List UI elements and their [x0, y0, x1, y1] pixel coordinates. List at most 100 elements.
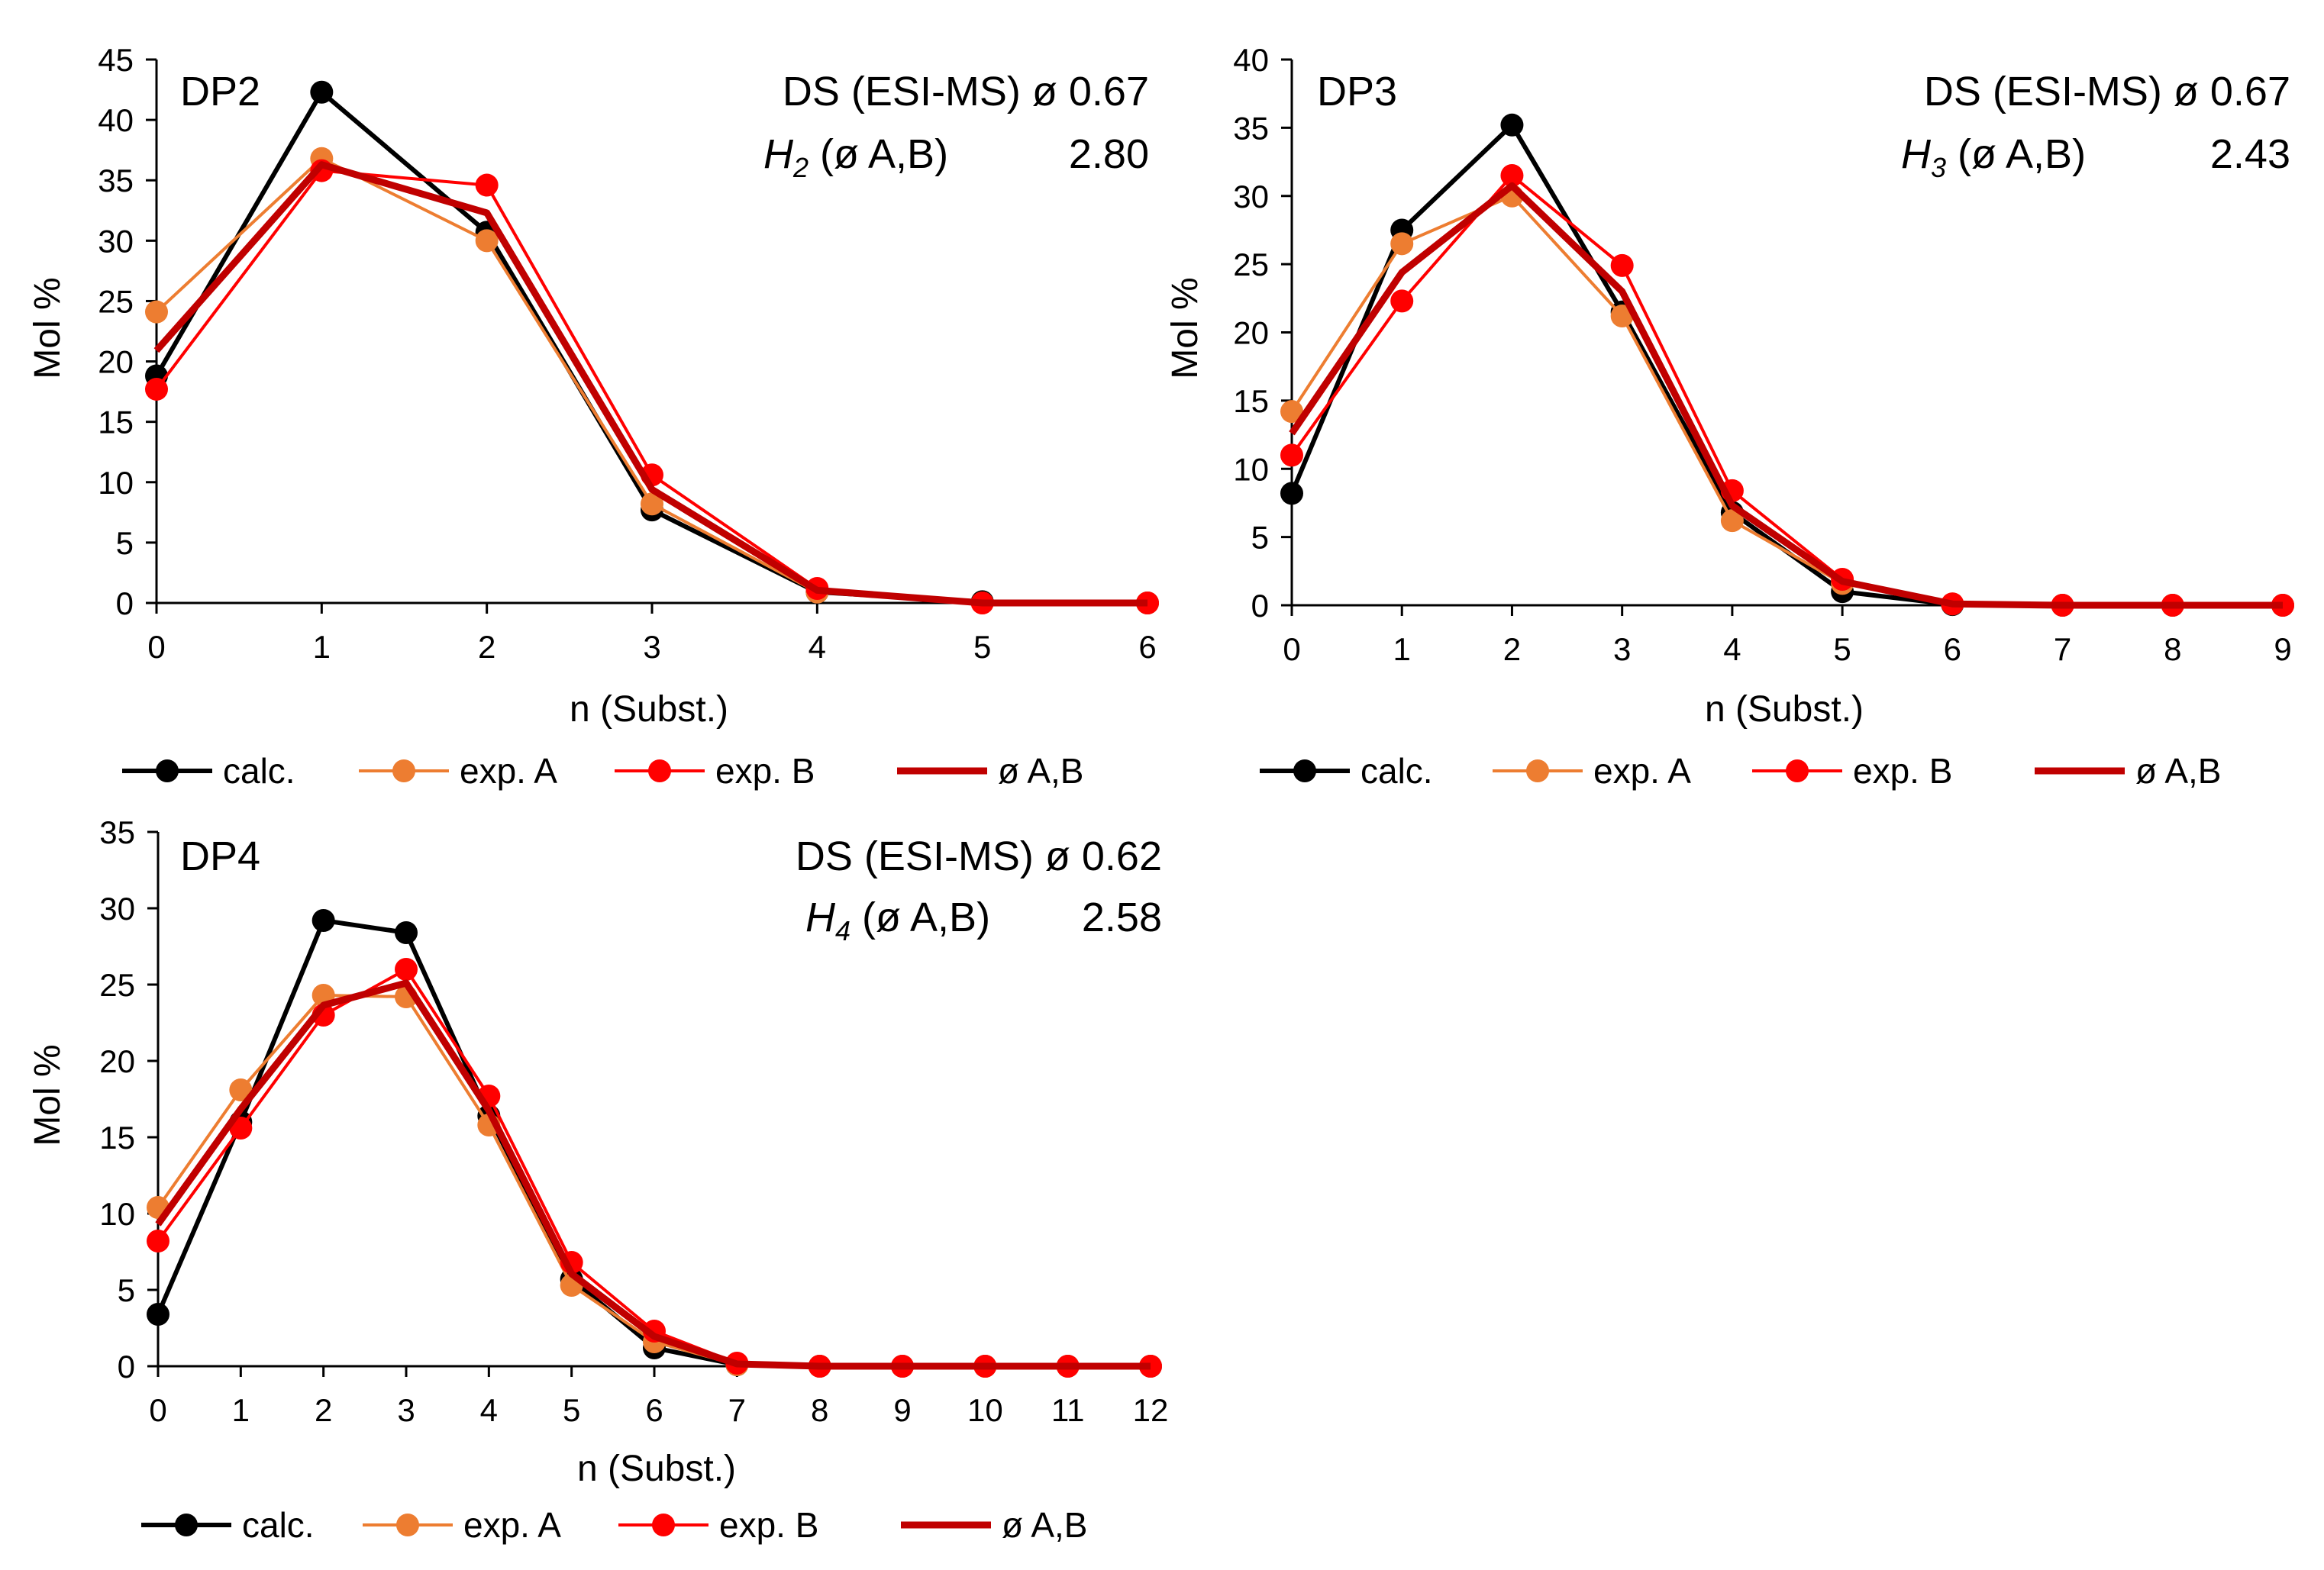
y-tick-label: 35 [99, 814, 135, 850]
h-rest: (ø A,B) [809, 131, 948, 177]
y-tick-label: 40 [1233, 42, 1269, 78]
legend: calc. exp. A exp. B ø A,B [1260, 751, 2221, 791]
y-tick-label: 0 [116, 585, 134, 621]
legend-marker [1786, 759, 1809, 782]
series-line-avg [1289, 182, 2283, 609]
y-tick-label: 15 [98, 405, 134, 440]
x-tick-label: 1 [232, 1392, 250, 1428]
y-tick-label: 0 [118, 1349, 135, 1385]
y-tick-label: 30 [98, 223, 134, 259]
chart-panel-dp4: DP4 DS (ESI-MS) ø 0.62 H4 (ø A,B) 2.58 M… [27, 814, 1168, 1545]
legend-marker [652, 1514, 675, 1536]
data-point-expA [145, 300, 168, 324]
y-tick-label: 5 [118, 1272, 135, 1308]
series-line-calc [154, 89, 1148, 605]
series-expA [147, 984, 1162, 1378]
data-point-expB [147, 1230, 169, 1252]
data-point-expB [395, 958, 418, 981]
x-tick-label: 2 [478, 629, 495, 665]
data-point-expA [641, 492, 663, 516]
x-tick-label: 3 [643, 629, 660, 665]
y-tick-label: 25 [98, 283, 134, 319]
legend-marker [392, 759, 415, 782]
legend-item-avg: ø A,B [897, 751, 1083, 791]
series-calc [145, 80, 1159, 614]
x-axis-label: n (Subst.) [577, 1449, 736, 1489]
chart-title: DP2 [180, 69, 260, 114]
x-tick-label: 3 [1613, 631, 1631, 667]
x-axis-label: n (Subst.) [1705, 689, 1864, 730]
y-axis-label: Mol % [27, 277, 68, 379]
y-tick-label: 25 [99, 967, 135, 1003]
x-tick-label: 1 [1393, 631, 1411, 667]
series-expA [145, 147, 1159, 614]
data-point-calc [1500, 113, 1524, 137]
y-tick-label: 10 [99, 1196, 135, 1232]
x-tick-label: 8 [2164, 631, 2181, 667]
series-avg [153, 161, 1147, 607]
legend-label: calc. [223, 751, 295, 791]
series-layer [1280, 113, 2294, 617]
legend-marker [1526, 759, 1549, 782]
legend-item-expB: exp. B [618, 1505, 818, 1545]
chart-panel-dp2: DP2 DS (ESI-MS) ø 0.67 H2 (ø A,B) 2.80 M… [27, 42, 1159, 791]
y-tick-label: 40 [98, 102, 134, 138]
legend-item-avg: ø A,B [901, 1505, 1087, 1545]
chart-title: DP4 [180, 833, 260, 879]
legend-label: exp. A [463, 1505, 561, 1545]
y-tick-label: 35 [1233, 110, 1269, 146]
y-tick-label: 35 [98, 163, 134, 198]
x-tick-label: 6 [645, 1392, 663, 1428]
data-point-expA [229, 1078, 253, 1101]
legend-item-calc: calc. [122, 751, 295, 791]
legend-label: ø A,B [998, 751, 1083, 791]
series-expB [147, 958, 1162, 1378]
axes: 0 5 10 15 20 25 30 35 40 0 1 2 3 4 5 6 7 8 9 [1233, 42, 2291, 667]
data-point-calc [1280, 482, 1303, 505]
x-tick-label: 6 [1138, 629, 1156, 665]
heterogeneity-label: H4 (ø A,B) [805, 895, 990, 946]
legend-item-avg: ø A,B [2035, 751, 2221, 791]
chart-panel-dp3: DP3 DS (ESI-MS) ø 0.67 H3 (ø A,B) 2.43 M… [1165, 42, 2294, 791]
x-tick-label: 2 [1503, 631, 1521, 667]
x-tick-label: 0 [149, 1392, 166, 1428]
x-tick-label: 5 [973, 629, 991, 665]
legend-item-calc: calc. [141, 1505, 315, 1545]
data-point-expA [1390, 232, 1414, 256]
data-point-calc [147, 1303, 169, 1326]
x-tick-label: 1 [313, 629, 331, 665]
x-tick-label: 7 [2054, 631, 2071, 667]
legend-marker [648, 759, 671, 782]
legend-label: ø A,B [2135, 751, 2221, 791]
x-tick-label: 0 [147, 629, 165, 665]
ds-label: DS (ESI-MS) ø 0.62 [796, 833, 1162, 879]
y-axis-label: Mol % [1165, 277, 1206, 379]
x-tick-label: 4 [480, 1392, 498, 1428]
legend-label: ø A,B [1002, 1505, 1087, 1545]
series-avg [155, 979, 1151, 1370]
data-point-expB [1280, 443, 1303, 467]
series-line-expB [155, 169, 1147, 604]
legend-marker [1293, 759, 1316, 782]
heterogeneity-label: H3 (ø A,B) [1901, 131, 2086, 183]
data-point-expA [1720, 509, 1744, 533]
heterogeneity-value: 2.80 [1069, 131, 1149, 177]
legend-item-calc: calc. [1260, 751, 1433, 791]
x-tick-label: 8 [811, 1392, 828, 1428]
x-tick-label: 10 [967, 1392, 1003, 1428]
legend-label: exp. A [1593, 751, 1691, 791]
data-point-expB [1390, 289, 1414, 313]
y-tick-label: 45 [98, 42, 134, 78]
y-tick-label: 20 [98, 344, 134, 380]
x-tick-label: 7 [728, 1392, 746, 1428]
x-tick-label: 2 [315, 1392, 332, 1428]
data-point-expA [1610, 305, 1634, 328]
y-tick-label: 20 [99, 1043, 135, 1079]
y-tick-label: 30 [99, 891, 135, 927]
series-layer [145, 80, 1159, 614]
h-rest: (ø A,B) [851, 895, 990, 940]
series-avg [1289, 182, 2283, 609]
